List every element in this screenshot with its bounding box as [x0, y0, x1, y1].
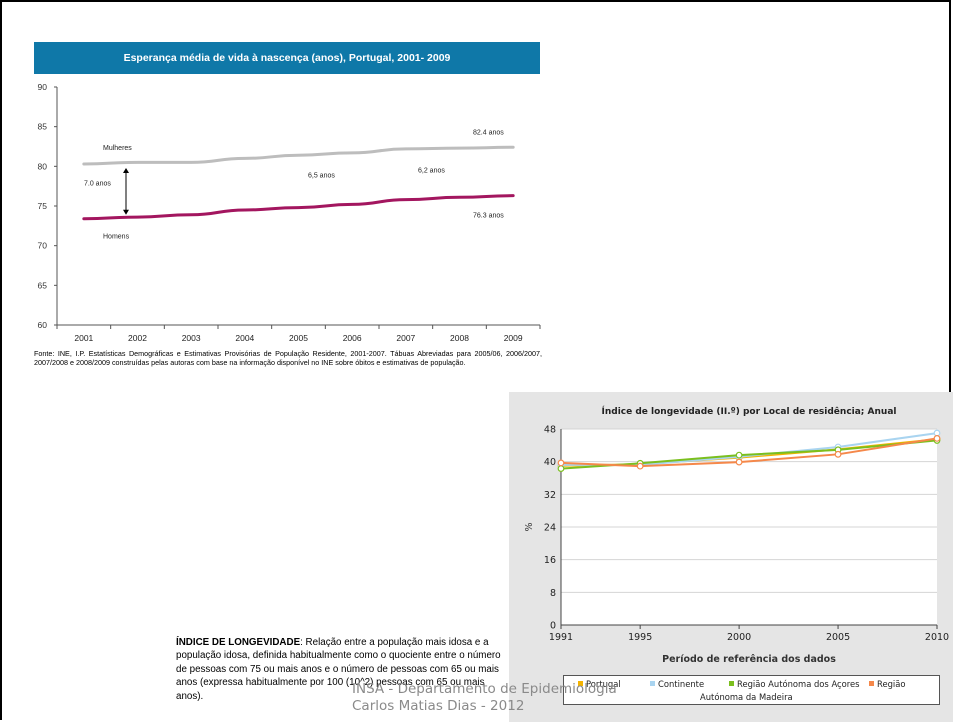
- legend-swatch: [650, 681, 655, 686]
- chart1-title-bar: Esperança média de vida à nascença (anos…: [34, 42, 540, 74]
- end-label-mulheres: 82.4 anos: [473, 129, 504, 136]
- x-tick-label: 2010: [925, 632, 949, 643]
- legend-item-madeira: Região: [869, 679, 906, 689]
- legend-swatch: [869, 681, 874, 686]
- x-tick-label: 2005: [826, 632, 850, 643]
- legend-label: Portugal: [586, 679, 621, 689]
- series-label-homens: Homens: [103, 234, 130, 241]
- legend-label-madeira: Região: [877, 679, 906, 689]
- data-point: [557, 459, 565, 467]
- x-tick-label: 2007: [396, 333, 415, 343]
- legend-swatch: [729, 681, 734, 686]
- longevity-index-definition: ÍNDICE DE LONGEVIDADE: Relação entre a p…: [176, 636, 506, 703]
- chart1-title: Esperança média de vida à nascença (anos…: [123, 52, 451, 64]
- gap-label-2001: 7.0 anos: [84, 180, 111, 187]
- data-point: [557, 465, 565, 473]
- y-tick-label: 16: [544, 555, 556, 566]
- x-tick-label: 2000: [727, 632, 751, 643]
- chart2-legend: Portugal Continente Região Autónoma dos …: [563, 675, 940, 705]
- data-point: [933, 434, 941, 442]
- gap-label-mid: 6,5 anos: [308, 172, 335, 179]
- x-axis-label: Período de referência dos dados: [662, 654, 836, 665]
- y-tick-label: 70: [38, 241, 48, 251]
- legend-label: Continente: [658, 679, 705, 689]
- y-tick-label: 90: [38, 82, 48, 92]
- series-line-homens: [82, 194, 515, 221]
- data-point: [735, 451, 743, 459]
- data-point: [636, 462, 644, 470]
- chart2-title: Índice de longevidade (II.º) por Local d…: [602, 405, 897, 417]
- series-label-mulheres: Mulheres: [103, 145, 132, 152]
- gap-label-2007: 6,2 anos: [418, 168, 445, 175]
- legend-item-portugal: Portugal: [578, 679, 621, 689]
- y-tick-label: 8: [550, 588, 556, 599]
- gap-arrow-head-down: [123, 209, 129, 215]
- y-tick-label: 32: [544, 490, 556, 501]
- legend-label: Região Autónoma dos Açores: [737, 679, 860, 689]
- legend-item-acores: Região Autónoma dos Açores: [729, 679, 860, 689]
- legend-swatch: [578, 681, 583, 686]
- chart1-source: Fonte: INE, I.P. Estatísticas Demográfic…: [34, 349, 542, 367]
- x-tick-label: 1991: [549, 632, 573, 643]
- y-tick-label: 65: [38, 280, 48, 290]
- y-tick-label: 75: [38, 201, 48, 211]
- end-label-homens: 76.3 anos: [473, 213, 504, 220]
- x-tick-label: 1995: [628, 632, 652, 643]
- definition-text: : Relação entre a população mais idosa e…: [176, 637, 501, 702]
- legend-item-continente: Continente: [650, 679, 704, 689]
- footer-department: INSA - Departamento de Epidemiologia: [352, 681, 617, 697]
- x-tick-label: 2005: [289, 333, 308, 343]
- legend-label-madeira-cont: Autónoma da Madeira: [700, 692, 793, 702]
- y-tick-label: 0: [550, 621, 556, 632]
- y-tick-label: 60: [38, 320, 48, 330]
- x-tick-label: 2004: [235, 333, 254, 343]
- x-tick-label: 2003: [182, 333, 201, 343]
- footer-author: Carlos Matias Dias - 2012: [352, 698, 525, 714]
- y-tick-label: 40: [544, 457, 556, 468]
- y-tick-label: 24: [544, 523, 556, 534]
- x-tick-label: 2001: [74, 333, 93, 343]
- data-point: [834, 450, 842, 458]
- y-tick-label: 80: [38, 161, 48, 171]
- data-point: [735, 458, 743, 466]
- series-line-mulheres: [82, 145, 515, 166]
- x-tick-label: 2009: [504, 333, 523, 343]
- x-tick-label: 2002: [128, 333, 147, 343]
- x-tick-label: 2006: [343, 333, 362, 343]
- definition-term: ÍNDICE DE LONGEVIDADE: [176, 637, 301, 648]
- x-tick-label: 2008: [450, 333, 469, 343]
- y-tick-label: 48: [544, 425, 556, 436]
- gap-arrow-head-up: [123, 167, 129, 173]
- y-axis-label: %: [524, 522, 535, 531]
- y-tick-label: 85: [38, 122, 48, 132]
